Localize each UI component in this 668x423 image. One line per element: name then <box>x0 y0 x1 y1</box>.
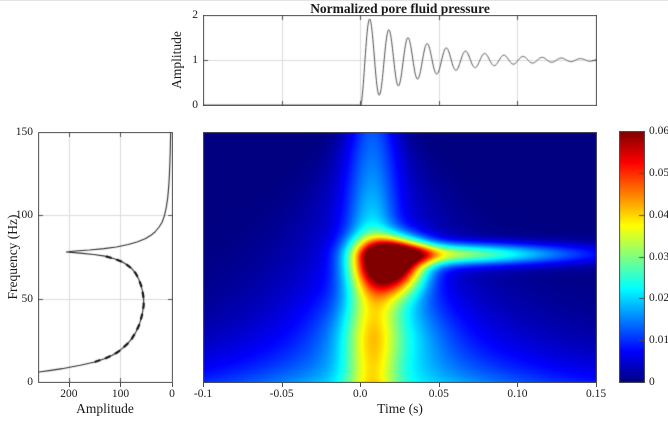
spectrum-ytick-label: 50 <box>21 292 34 305</box>
spectrogram-canvas <box>203 132 597 383</box>
signal-ytick-label: 1 <box>192 54 198 66</box>
spectrogram-xtick-label: -0.05 <box>269 388 294 400</box>
colorbar-tick-label: 0.02 <box>649 292 668 305</box>
spectrum-xtick-label: 0 <box>169 388 175 400</box>
colorbar-tick-label: 0.06 <box>649 125 668 137</box>
colorbar-tick-label: 0.04 <box>649 208 668 221</box>
spectrum-xtick-label: 200 <box>60 388 78 400</box>
axis-tick <box>203 383 204 387</box>
axis-tick <box>439 383 440 387</box>
axis-tick <box>282 383 283 387</box>
axis-tick <box>172 383 173 387</box>
spectrogram-x-axis-label: Time (s) <box>377 401 423 416</box>
figure-title: Normalized pore fluid pressure <box>310 1 490 16</box>
spectrogram-xtick-label: 0.0 <box>353 388 368 400</box>
spectrogram-xtick-label: 0.15 <box>585 388 607 400</box>
axis-tick <box>69 383 70 387</box>
signal-plot-canvas <box>203 15 597 106</box>
spectrogram-xtick-label: 0.10 <box>507 388 528 400</box>
spectrum-ytick-label: 150 <box>15 126 33 138</box>
spectrum-xtick-label: 100 <box>111 388 130 400</box>
colorbar-tick-label: 0.05 <box>649 166 668 179</box>
signal-y-axis-label: Amplitude <box>169 31 184 89</box>
signal-ytick-label: 0 <box>192 99 198 111</box>
colorbar-canvas <box>619 131 645 383</box>
spectrum-ytick-label: 0 <box>27 376 33 388</box>
axis-tick <box>517 383 518 387</box>
spectrogram-xtick-label: -0.1 <box>193 388 213 400</box>
colorbar-tick-label: 0 <box>649 376 655 388</box>
axis-tick <box>120 383 121 387</box>
colorbar-tick-label: 0.01 <box>649 334 668 347</box>
axis-tick <box>360 383 361 387</box>
axis-tick <box>596 383 597 387</box>
spectrum-y-axis-label: Frequency (Hz) <box>5 214 20 300</box>
signal-ytick-label: 2 <box>192 9 198 21</box>
colorbar-tick-label: 0.03 <box>649 250 668 263</box>
spectrum-ytick-label: 100 <box>15 209 33 222</box>
spectrogram-xtick-label: 0.05 <box>428 388 449 400</box>
spectrum-plot-canvas <box>38 132 173 383</box>
spectrum-x-axis-label: Amplitude <box>76 401 134 416</box>
